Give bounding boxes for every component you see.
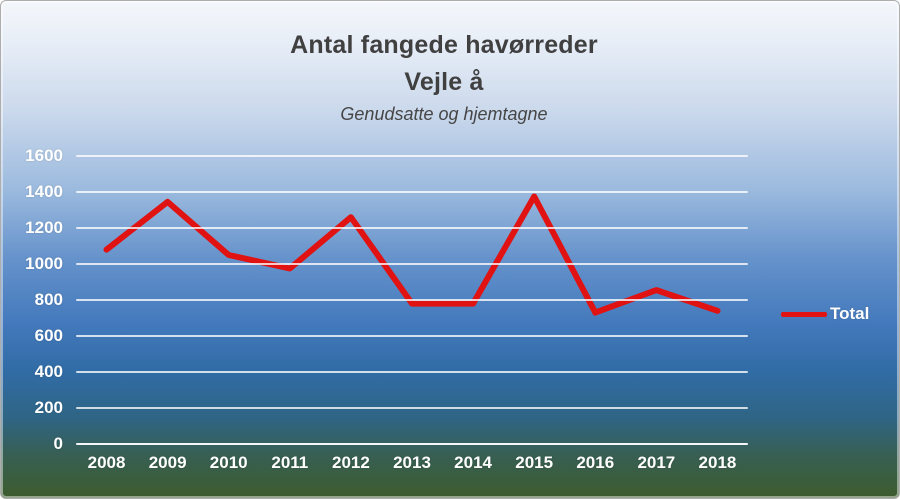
x-tick-label-2017: 2017	[637, 453, 676, 472]
x-tick-label-2009: 2009	[148, 453, 187, 472]
total-series-line	[103, 193, 721, 316]
legend: Total	[781, 304, 869, 324]
y-tick-label-600: 600	[34, 326, 63, 345]
x-tick-label-2010: 2010	[209, 453, 248, 472]
x-tick-label-2013: 2013	[393, 453, 431, 472]
x-axis: 2008 2009 2010 2011 2012 2013 2014 2015 2016 2017…	[76, 453, 748, 479]
gridline-600	[76, 335, 748, 337]
legend-label: Total	[830, 304, 870, 323]
gridline-0	[76, 443, 748, 445]
plot-area	[76, 155, 748, 445]
x-tick-label-2011: 2011	[271, 453, 309, 472]
y-tick-label-1400: 1400	[25, 182, 63, 201]
y-tick-label-800: 800	[34, 290, 63, 309]
gridline-1200	[76, 227, 748, 229]
y-tick-label-0: 0	[53, 434, 63, 453]
x-tick-label-2015: 2015	[515, 453, 554, 472]
x-tick-label-2016: 2016	[576, 453, 615, 472]
y-tick-label-1000: 1000	[25, 254, 63, 273]
gridline-800	[76, 299, 748, 301]
gridline-1600	[76, 155, 748, 157]
x-tick-label-2018: 2018	[698, 453, 737, 472]
y-tick-label-200: 200	[34, 398, 63, 417]
x-tick-label-2008: 2008	[87, 453, 126, 472]
chart-title-line1: Antal fangede havørreder	[290, 31, 598, 59]
y-tick-label-400: 400	[34, 362, 63, 381]
gridline-1000	[76, 263, 748, 265]
chart-title-block: Antal fangede havørreder Vejle å Genudsa…	[1, 27, 887, 127]
total-series-polyline	[103, 193, 721, 316]
x-tick-label-2012: 2012	[331, 453, 370, 472]
chart-subtitle: Genudsatte og hjemtagne	[340, 104, 548, 124]
gridline-400	[76, 371, 748, 373]
y-tick-label-1600: 1600	[25, 146, 63, 165]
gridline-200	[76, 407, 748, 409]
y-axis: 1600 1400 1200 1000 800 600 400 200 0	[1, 146, 63, 453]
y-tick-label-1200: 1200	[25, 218, 63, 237]
legend-line-marker	[781, 311, 827, 317]
x-tick-label-2014: 2014	[454, 453, 492, 472]
chart-title-line2: Vejle å	[404, 68, 484, 96]
gridline-1400	[76, 191, 748, 193]
